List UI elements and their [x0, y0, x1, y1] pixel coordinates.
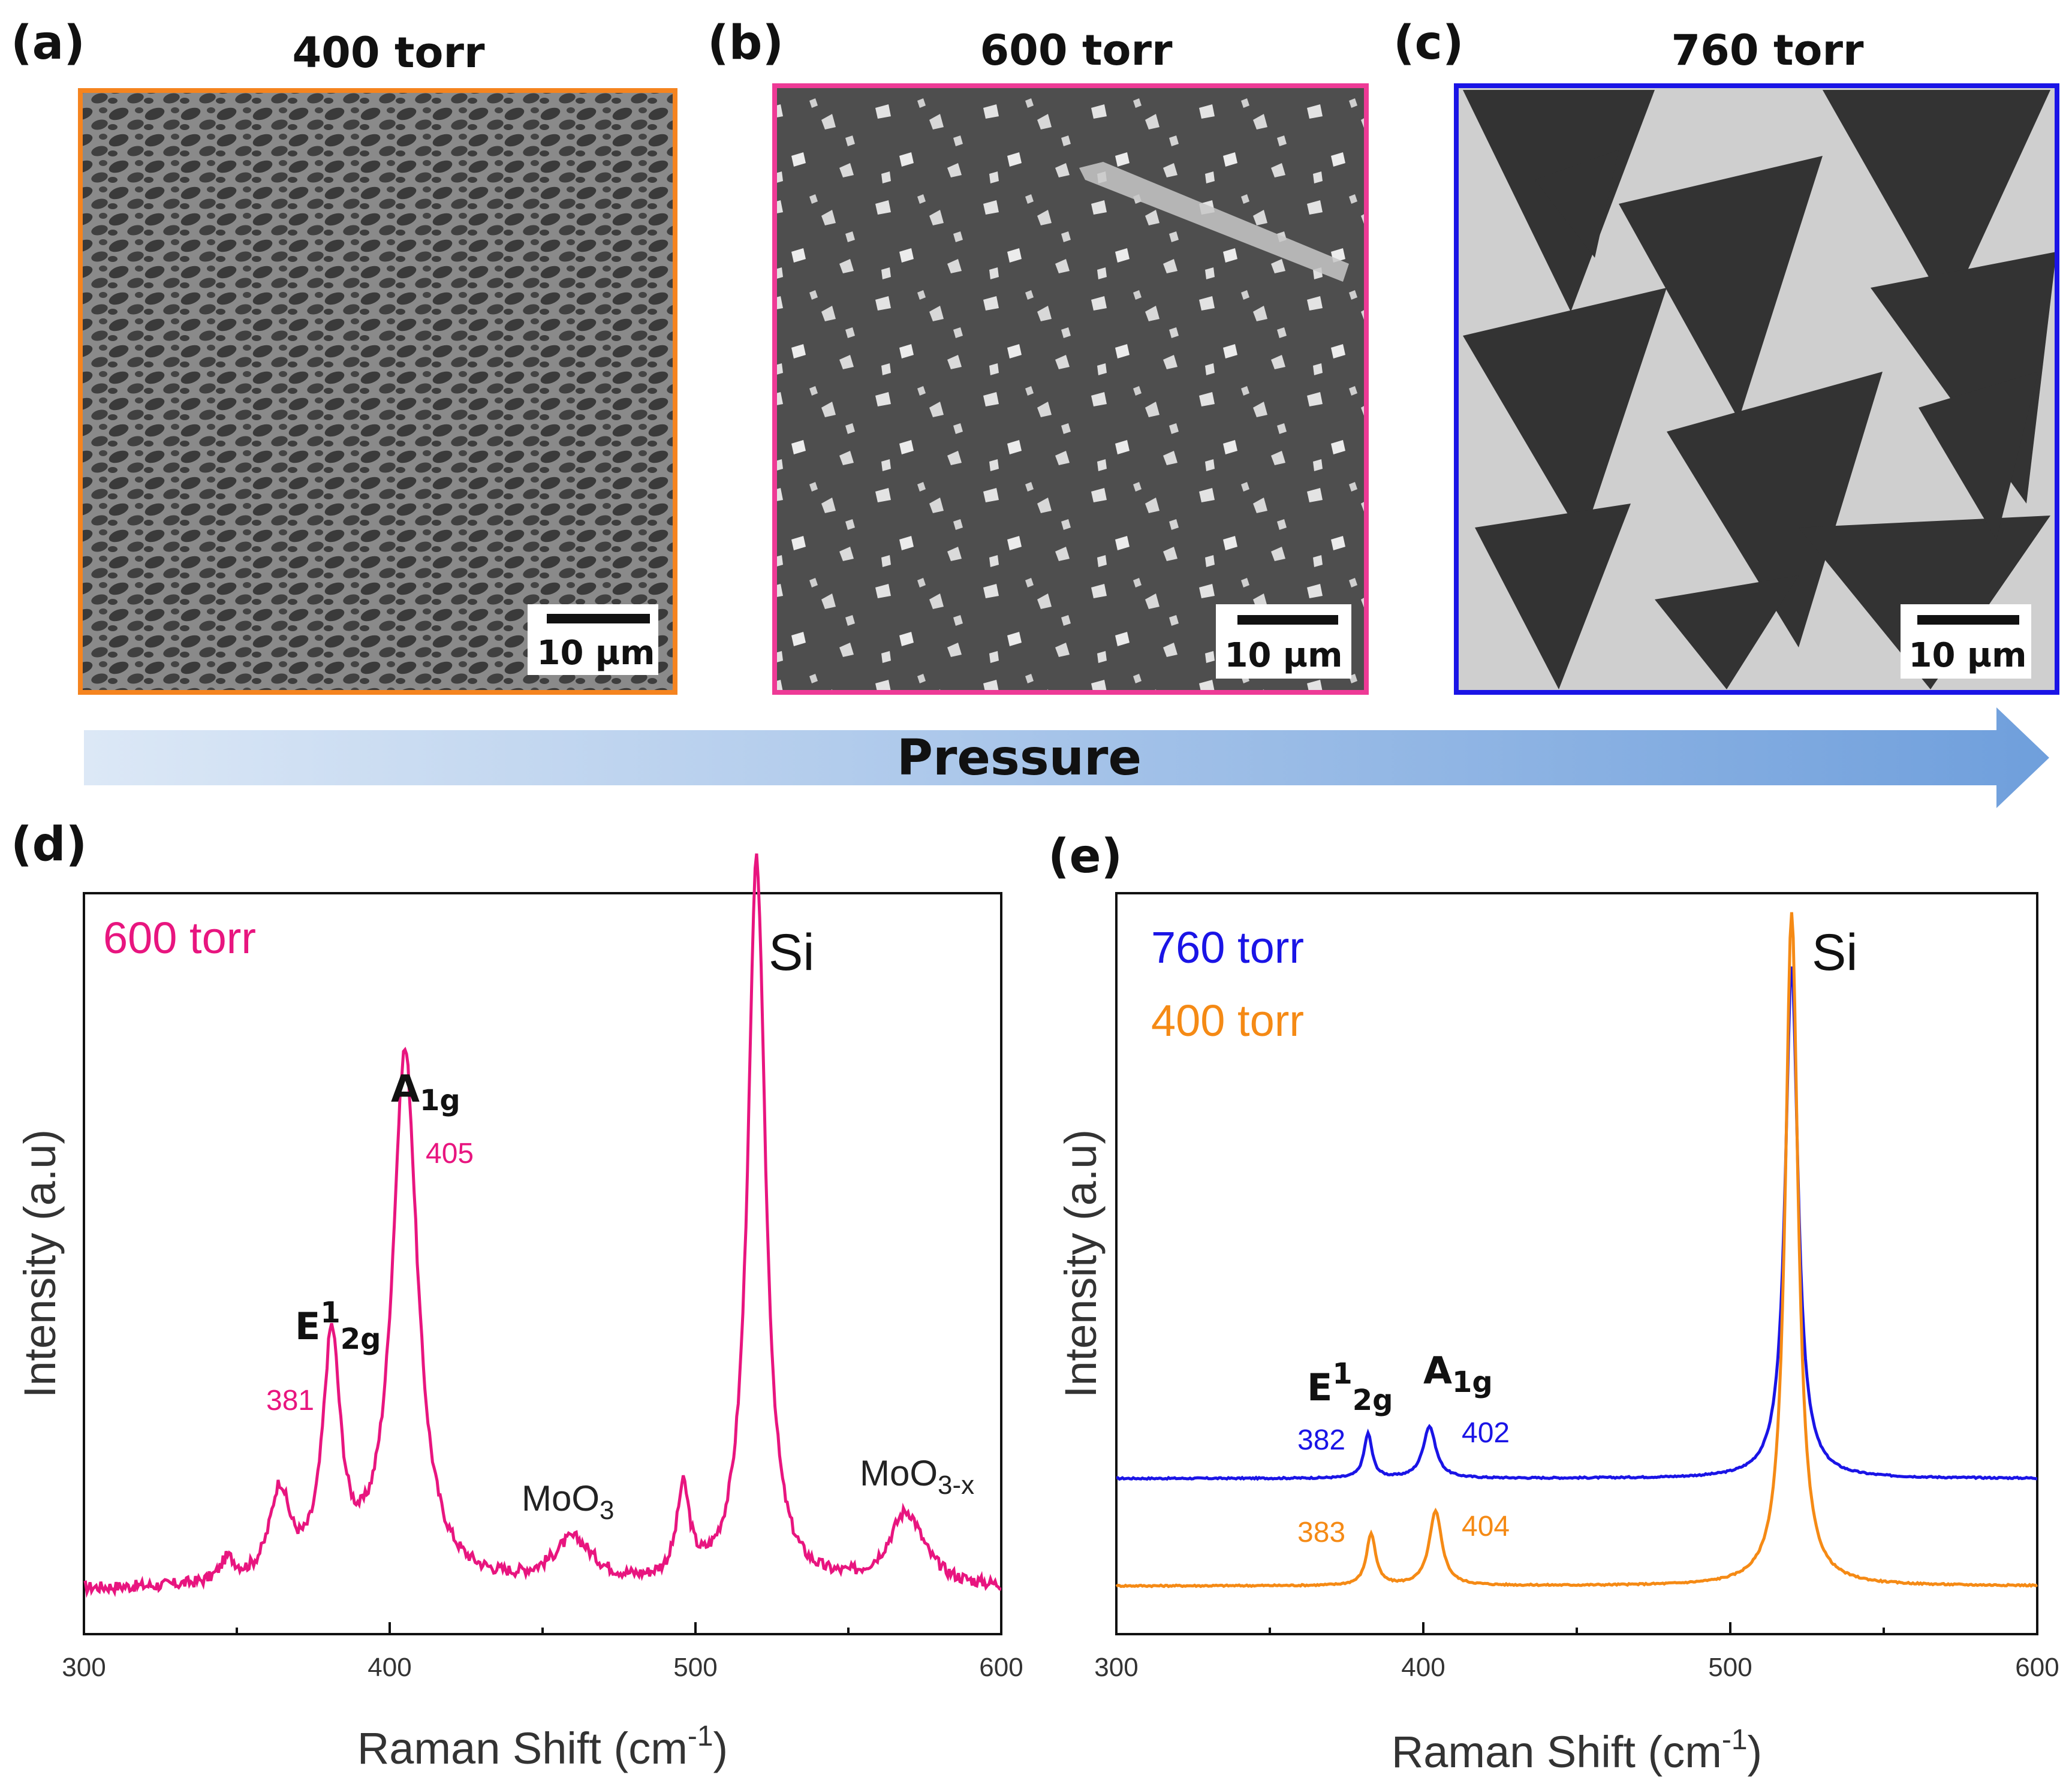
x-tick-label-400: 400 [1401, 1653, 1445, 1682]
a1g-label-e: A1g [1423, 1349, 1493, 1399]
chart-d-xlabel-main: Raman Shift (cm [357, 1723, 688, 1773]
legend-600-torr: 600 torr [103, 913, 256, 963]
e2g-sup: 1 [320, 1296, 340, 1330]
panel-b-frame [772, 83, 1369, 695]
e2g-sup-e: 1 [1332, 1357, 1352, 1391]
panel-d-letter: (d) [11, 818, 87, 872]
moo3x-label: MoO3-x [860, 1453, 974, 1500]
a1g-label: A1g [391, 1067, 460, 1117]
chart-e-xlabel-main: Raman Shift (cm [1392, 1727, 1722, 1777]
a1g-main-e: A [1423, 1349, 1452, 1393]
chart-d-ylabel: Intensity (a.u) [15, 1129, 65, 1398]
si-peak-label: Si [769, 924, 814, 981]
raman-chart-d: 300 400 500 600 600 torr Si A1g 405 E12g 38… [15, 853, 1023, 1773]
chart-e-ylabel: Intensity (a.u) [1056, 1129, 1106, 1398]
moo3-label: MoO3 [522, 1478, 615, 1525]
e2g-label-e: E12g [1307, 1357, 1393, 1417]
panel-e-letter: (e) [1048, 830, 1122, 884]
panel-c-letter: (c) [1393, 16, 1464, 70]
moo3x-sub: 3-x [938, 1470, 974, 1500]
e2g-sub: 2g [341, 1322, 381, 1356]
a1g-sub-e: 1g [1452, 1366, 1493, 1399]
legend-400-torr: 400 torr [1151, 996, 1304, 1045]
series-760-torr-line [1116, 966, 2038, 1481]
panel-c-title: 760 torr [1671, 26, 1864, 75]
x-tick-label-600: 600 [2015, 1653, 2059, 1682]
scale-label-a: 10 µm [537, 634, 655, 673]
chart-d-xlabel-end: ) [713, 1723, 728, 1773]
scale-label-b: 10 µm [1225, 636, 1343, 675]
e2g-main-e: E [1307, 1366, 1332, 1409]
panel-a-letter: (a) [11, 16, 85, 70]
scale-label-c: 10 µm [1909, 636, 2027, 675]
e2g-label: E12g [295, 1296, 381, 1356]
panel-c-frame [1454, 83, 2059, 695]
scale-bar-c [1917, 615, 2019, 625]
panel-a-frame [78, 88, 677, 695]
panel-b-letter: (b) [707, 16, 784, 70]
chart-d-xlabel: Raman Shift (cm-1) [357, 1720, 728, 1773]
x-tick-label-400: 400 [368, 1653, 411, 1682]
x-tick-label-300: 300 [62, 1653, 106, 1682]
series-400-torr-line [1115, 912, 2038, 1589]
peak-382-label: 382 [1297, 1424, 1345, 1456]
peak-381-label: 381 [266, 1385, 314, 1417]
peak-402-label: 402 [1462, 1417, 1510, 1449]
scale-bar-a [547, 614, 650, 623]
chart-d-frame [83, 892, 1002, 1635]
x-tick-label-300: 300 [1094, 1653, 1138, 1682]
a1g-sub: 1g [420, 1084, 460, 1117]
e2g-sub-e: 2g [1353, 1384, 1393, 1417]
chart-e-xlabel-sup: -1 [1722, 1724, 1748, 1756]
scale-bar-b [1237, 615, 1338, 625]
chart-d-xlabel-sup: -1 [688, 1720, 713, 1752]
x-tick-label-500: 500 [673, 1653, 717, 1682]
moo3-sub: 3 [600, 1496, 614, 1525]
sem-image-400-torr: 10 µm [78, 88, 677, 695]
chart-e-xlabel: Raman Shift (cm-1) [1392, 1724, 1762, 1777]
raman-chart-e: 300 400 500 600 760 torr 400 torr Si E12g A… [1056, 892, 2059, 1777]
peak-383-label: 383 [1297, 1517, 1345, 1548]
si-peak-label-e: Si [1812, 924, 1857, 981]
x-tick-label-600: 600 [979, 1653, 1023, 1682]
e2g-main: E [295, 1304, 320, 1348]
panel-a-title: 400 torr [292, 28, 485, 77]
panel-b-title: 600 torr [980, 26, 1173, 75]
moo3x-main: MoO [860, 1453, 938, 1493]
chart-e-xlabel-end: ) [1748, 1727, 1763, 1777]
peak-404-label: 404 [1462, 1511, 1510, 1542]
sem-image-760-torr: 10 µm [1454, 83, 2059, 695]
legend-760-torr: 760 torr [1151, 923, 1304, 972]
pressure-label: Pressure [897, 730, 1142, 786]
series-600-torr-line [83, 853, 1002, 1598]
a1g-main: A [391, 1067, 420, 1111]
sem-image-600-torr: 10 µm [772, 83, 1369, 695]
pressure-arrow: Pressure [84, 707, 2049, 808]
peak-405-label: 405 [426, 1138, 474, 1170]
moo3-main: MoO [522, 1478, 600, 1518]
x-tick-label-500: 500 [1708, 1653, 1752, 1682]
